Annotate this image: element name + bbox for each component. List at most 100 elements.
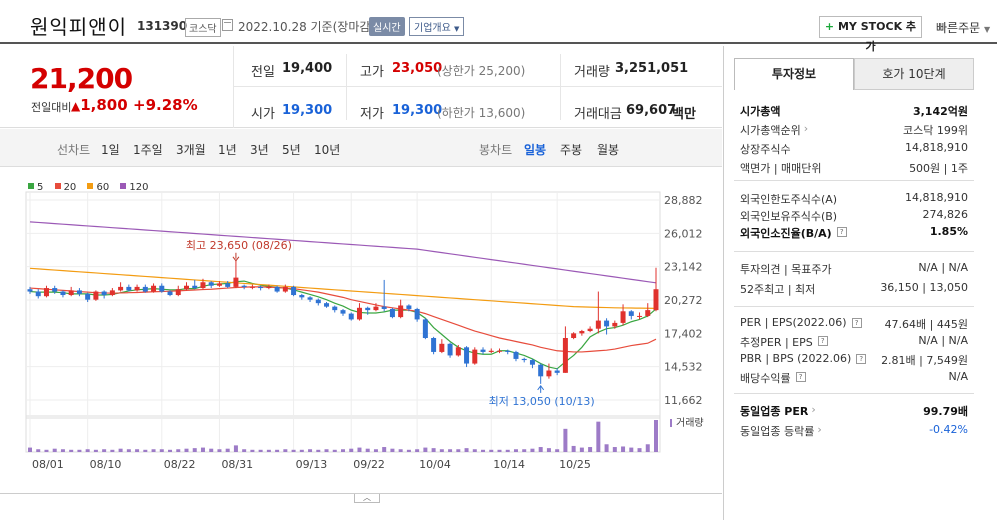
chevron-down-icon: ▼ [984, 25, 991, 34]
price-chart[interactable]: 5 20 60 120 28,882 26,012 23,142 20,272 17,4… [0, 168, 722, 493]
info-row-value: N/A | N/A [918, 334, 968, 347]
info-row-label: PBR | BPS (2022.06) [740, 352, 852, 365]
chart-toolbar: 선차트 1일 1주일 3개월 1년 3년 5년 10년 봉차트 일봉 주봉 월봉 [0, 129, 722, 167]
info-row: 외국인소진율(B/A)? 1.85% [740, 225, 968, 243]
candle-body [513, 351, 519, 359]
info-row-label: 추정PER | EPS [740, 336, 813, 349]
period-1d[interactable]: 1일 [101, 143, 120, 157]
volume-bar [621, 446, 626, 452]
volume-bar [357, 447, 362, 452]
period-3y[interactable]: 3년 [250, 143, 269, 157]
chevron-right-icon[interactable]: › [811, 403, 816, 416]
volume-bar [596, 421, 601, 452]
volume-bar [143, 449, 148, 452]
info-row-value: N/A [948, 370, 968, 383]
chart-legend: 5 20 60 120 [28, 182, 157, 193]
period-10y[interactable]: 10년 [314, 143, 341, 157]
candle-body [480, 349, 486, 352]
open-value: 19,300 [282, 103, 333, 118]
tab-investment-info[interactable]: 투자정보 [734, 58, 854, 90]
candle-body [27, 289, 33, 292]
candle-body [101, 291, 107, 296]
volume-bar [110, 449, 115, 452]
period-daily[interactable]: 일봉 [524, 143, 547, 157]
chevron-down-icon: ▼ [454, 25, 460, 33]
candle-body [381, 306, 387, 309]
info-row: 투자의견 | 목표주가 N/A | N/A [740, 261, 968, 279]
info-row-label: 외국인소진율(B/A) [740, 227, 832, 240]
info-row-value: 2.81배 | 7,549원 [881, 354, 968, 367]
period-monthly[interactable]: 월봉 [597, 143, 620, 157]
info-row-value: 1.85% [929, 225, 968, 238]
volume-bar [184, 448, 189, 452]
volume-bar [448, 449, 453, 452]
candle-body [587, 328, 593, 332]
period-3m[interactable]: 3개월 [176, 143, 206, 157]
stock-header: 원익피앤이 131390 코스닥 2022.10.28 기준(장마감) 실시간 … [0, 0, 997, 53]
amount-label: 거래대금 [574, 107, 622, 122]
volume-bar [373, 449, 378, 452]
add-my-stock-button[interactable]: + MY STOCK 추가 [819, 16, 922, 53]
volume-bar [439, 449, 444, 452]
change-value: ▲1,800 [71, 96, 128, 114]
volume-bar [250, 449, 255, 452]
candle-body [76, 290, 82, 294]
candle-body [538, 364, 544, 377]
up-triangle-icon: ▲ [71, 99, 81, 113]
help-icon[interactable]: ? [836, 227, 847, 237]
x-tick-label: 09/22 [353, 458, 385, 471]
volume-bar [217, 449, 222, 452]
period-weekly[interactable]: 주봉 [560, 143, 583, 157]
prev-close-value: 19,400 [282, 61, 333, 76]
info-row-value: 14,818,910 [905, 141, 968, 154]
period-1w[interactable]: 1주일 [133, 143, 163, 157]
tab-order-book[interactable]: 호가 10단계 [854, 58, 974, 90]
info-row-label: 동일업종 등락률 [740, 425, 815, 438]
candle-body [332, 306, 338, 311]
period-1y[interactable]: 1년 [218, 143, 237, 157]
help-icon[interactable]: ? [795, 372, 806, 382]
volume-bar [324, 449, 329, 452]
info-row-label: 외국인보유주식수(B) [740, 210, 838, 223]
price-plot-frame [25, 191, 661, 419]
volume-legend-swatch [670, 419, 672, 427]
candle-body [464, 347, 470, 364]
open-label: 시가 [251, 107, 275, 122]
high-label: 고가 [360, 65, 384, 80]
volume-bar [637, 448, 642, 452]
help-icon[interactable]: ? [856, 354, 867, 364]
line-chart-label: 선차트 [57, 143, 91, 157]
volume-bar [332, 449, 337, 452]
volume-bar [176, 449, 181, 452]
volume-bar [571, 445, 576, 452]
volume-bar [36, 449, 41, 452]
info-row-label: 액면가 | 매매단위 [740, 162, 822, 175]
legend-ma20-label: 20 [63, 182, 77, 193]
candle-body [546, 370, 552, 377]
candle-body [389, 308, 395, 318]
x-tick-label: 09/13 [296, 458, 328, 471]
volume-bar [505, 449, 510, 452]
company-overview-button[interactable]: 기업개요 ▼ [409, 17, 465, 36]
volume-bar [135, 449, 140, 452]
candle-body [414, 308, 420, 320]
info-row-label: 시가총액순위 [740, 124, 801, 137]
help-icon[interactable]: ? [817, 336, 828, 346]
quick-order-button[interactable]: 빠른주문 ▼ [936, 19, 990, 36]
realtime-button[interactable]: 실시간 [369, 17, 405, 36]
chevron-right-icon[interactable]: › [817, 423, 822, 436]
candle-body [299, 295, 305, 298]
y-tick-label: 20,272 [664, 294, 703, 307]
divider [560, 54, 561, 120]
collapse-chart-button[interactable]: ︿ [354, 494, 380, 503]
period-5y[interactable]: 5년 [282, 143, 301, 157]
volume-bar [44, 449, 49, 452]
candle-body [43, 288, 49, 297]
volume-bar [316, 449, 321, 452]
chevron-right-icon[interactable]: › [803, 122, 809, 135]
legend-swatch [54, 183, 61, 189]
help-icon[interactable]: ? [851, 318, 862, 328]
candle-body [249, 286, 255, 288]
volume-bar [398, 449, 403, 452]
candle-body [208, 282, 214, 286]
